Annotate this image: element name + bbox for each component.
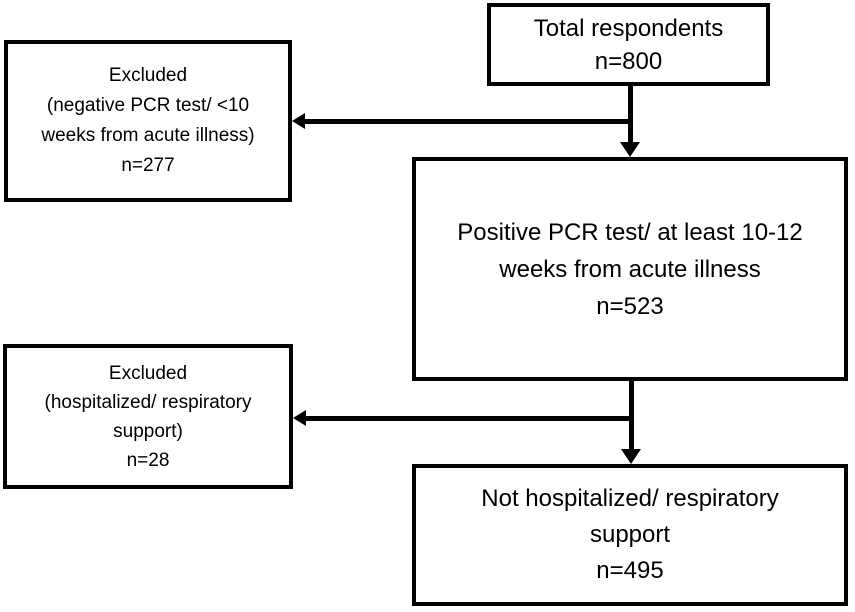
box-text-line: weeks from acute illness): [41, 125, 255, 146]
arrow-down-icon: [620, 142, 640, 157]
box-text-line: Excluded: [108, 362, 188, 384]
box-text-line: (hospitalized/ respiratory: [44, 391, 252, 413]
box-count-line: n=495: [596, 557, 664, 584]
not-hospitalized-box: Not hospitalized/ respiratory support n=…: [412, 464, 848, 606]
connector-total-to-positive: [628, 86, 633, 143]
box-count-line: n=800: [594, 47, 663, 75]
arrow-left-icon: [293, 410, 306, 426]
box-text-line: weeks from acute illness: [499, 255, 761, 283]
box-count-line: n=28: [126, 449, 170, 471]
box-count-line: n=523: [596, 292, 664, 320]
connector-branch-to-excluded-pcr: [305, 119, 633, 124]
box-text-line: (negative PCR test/ <10: [46, 95, 250, 116]
excluded-negative-pcr-box: Excluded (negative PCR test/ <10 weeks f…: [4, 40, 292, 202]
arrow-down-icon: [621, 449, 641, 464]
excluded-hospitalized-box: Excluded (hospitalized/ respiratory supp…: [3, 344, 293, 489]
box-count-line: n=277: [121, 155, 175, 176]
box-text-line: support): [113, 420, 183, 442]
total-respondents-box: Total respondents n=800: [487, 3, 770, 86]
box-text-line: support: [589, 521, 671, 548]
box-text-line: Not hospitalized/ respiratory: [481, 485, 779, 512]
box-text-line: Excluded: [108, 65, 188, 86]
connector-branch-to-excluded-hospitalized: [306, 416, 634, 421]
connector-positive-to-not-hospitalized: [629, 379, 634, 450]
box-text-line: Total respondents: [533, 14, 724, 42]
positive-pcr-box: Positive PCR test/ at least 10-12 weeks …: [412, 157, 848, 381]
box-text-line: Positive PCR test/ at least 10-12: [457, 218, 803, 246]
arrow-left-icon: [292, 113, 305, 129]
